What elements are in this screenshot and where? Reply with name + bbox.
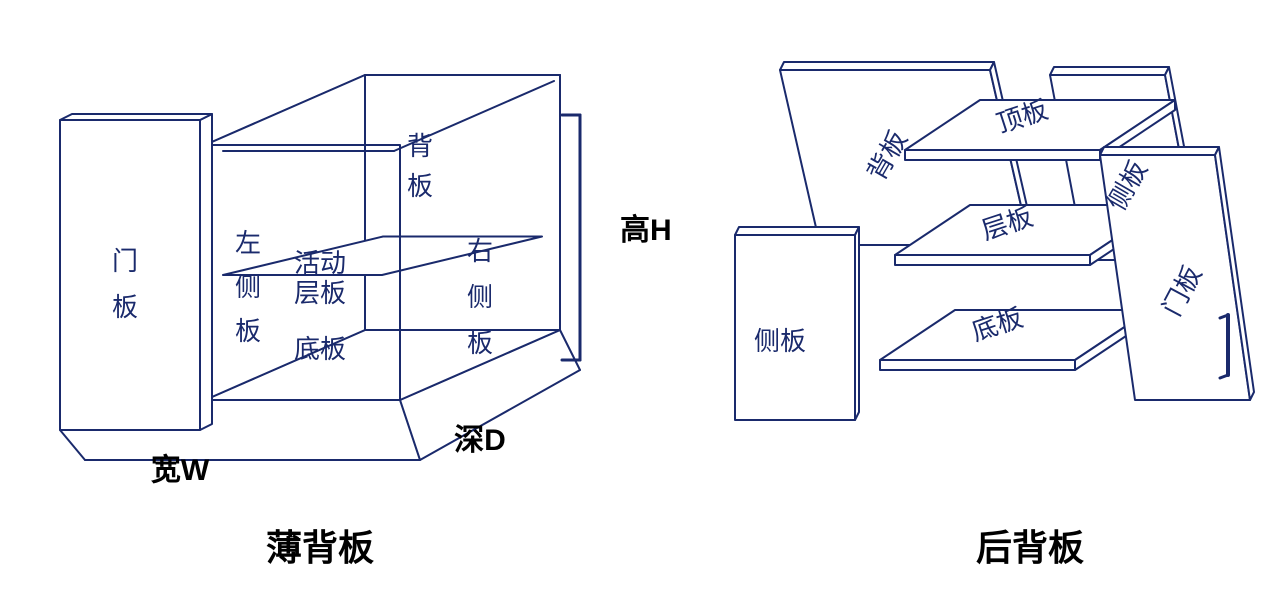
- door-top-edge: [60, 114, 212, 120]
- mid-shelf-front-edge: [895, 255, 1090, 265]
- left-side-panel-top-edge: [735, 227, 859, 235]
- right-side-label: 板: [467, 328, 493, 358]
- bot-shelf-front-edge: [880, 360, 1075, 370]
- left-side-label: 板: [235, 316, 261, 346]
- left-side-label: 左: [235, 228, 261, 258]
- height-label: 高H: [620, 214, 672, 247]
- door-label: 门: [112, 246, 138, 276]
- depth-label: 深D: [454, 424, 506, 457]
- door-label: 板: [112, 292, 138, 322]
- left-side-label: 侧: [235, 272, 261, 302]
- back-panel-inside: [365, 75, 560, 330]
- width-label: 宽W: [151, 453, 210, 487]
- back-label: 背: [407, 131, 433, 161]
- right-side-label: 右: [467, 236, 493, 266]
- back-panel-top-edge: [780, 62, 994, 70]
- shelf-label: 活动: [294, 248, 346, 278]
- top-shelf-front-edge: [905, 150, 1100, 160]
- door-panel-top-edge: [1100, 147, 1219, 155]
- shelf-label: 层板: [294, 278, 346, 308]
- right-side-panel-top-edge: [1050, 67, 1169, 75]
- left-side-panel-side-edge: [855, 227, 859, 420]
- left-caption: 薄背板: [266, 527, 374, 568]
- back-label: 板: [407, 171, 433, 201]
- left_side-label: 侧板: [754, 326, 806, 356]
- right-caption: 后背板: [976, 527, 1084, 568]
- door-edge: [200, 114, 212, 430]
- right-side-label: 侧: [467, 282, 493, 312]
- bottom-label: 底板: [294, 334, 346, 364]
